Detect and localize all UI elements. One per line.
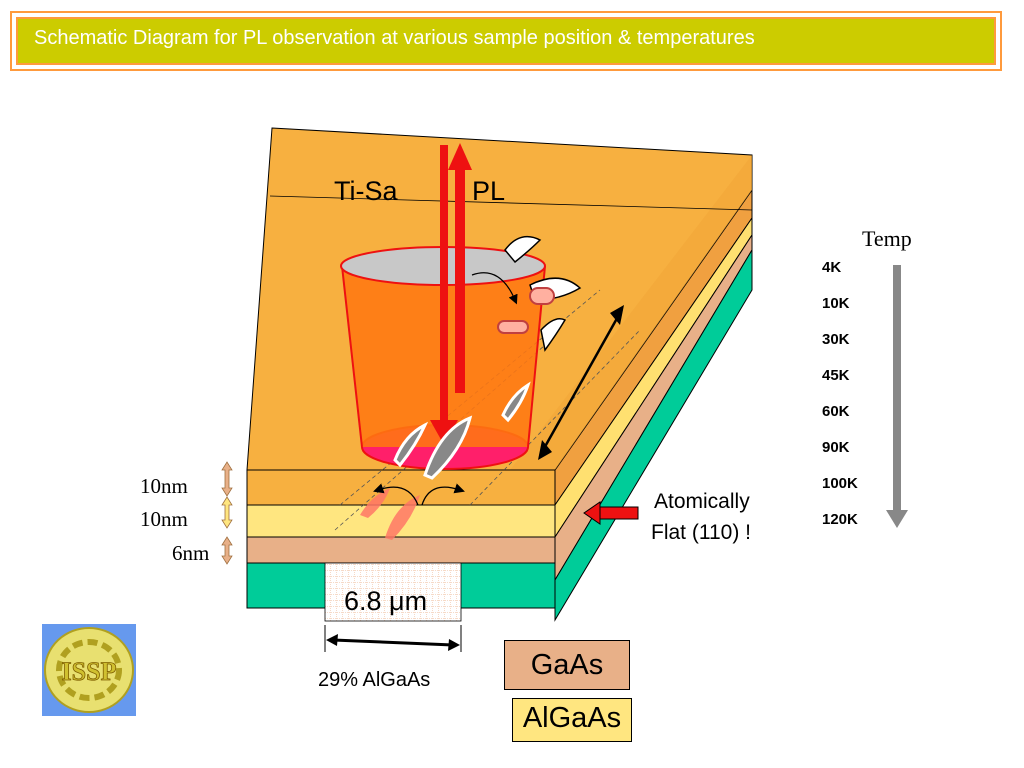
temp-value: 10K (822, 295, 850, 312)
temp-value: 30K (822, 331, 850, 348)
temp-value: 4K (822, 259, 841, 276)
legend-gaas-label: GaAs (530, 649, 604, 681)
front-gaas-layer (246, 536, 556, 564)
temp-heading: Temp (862, 226, 912, 251)
temperature-arrow (886, 265, 908, 528)
atomically-label-line1: Atomically (654, 490, 750, 513)
temp-value: 90K (822, 439, 850, 456)
temperature-list: 4K 10K 30K 45K 60K 90K 100K 120K (822, 259, 858, 528)
scan-direction-arrow (538, 305, 624, 460)
title-frame: Schematic Diagram for PL observation at … (10, 11, 1002, 71)
sample-block (246, 127, 753, 622)
logo-text: ISSP (62, 657, 117, 686)
legend-gaas: GaAs (504, 640, 630, 690)
temp-value: 120K (822, 511, 858, 528)
width-dimension-arrow (324, 625, 462, 652)
pl-arrow (448, 143, 472, 393)
scan-position-markers (393, 235, 582, 480)
temp-value: 45K (822, 367, 850, 384)
thickness-label-middle: 10nm (140, 507, 188, 531)
slide-title: Schematic Diagram for PL observation at … (34, 27, 755, 49)
title-banner: Schematic Diagram for PL observation at … (16, 17, 996, 65)
stripe-width-label: 6.8 μm (344, 586, 427, 616)
temp-value: 100K (822, 475, 858, 492)
algaas-window (324, 562, 462, 622)
substrate-composition-label: 29% AlGaAs (318, 669, 430, 691)
pl-label: PL (472, 176, 505, 206)
thickness-arrows (221, 461, 233, 565)
atomically-flat-arrow (583, 501, 639, 525)
issp-logo: ISSP (42, 624, 136, 716)
legend-algaas-label: AlGaAs (522, 702, 622, 734)
ti-sa-label: Ti-Sa (334, 176, 398, 206)
carrier-diffusion (360, 483, 465, 540)
thickness-label-top: 10nm (140, 474, 188, 498)
legend-algaas: AlGaAs (512, 698, 632, 742)
thickness-label-bottom: 6nm (172, 541, 209, 565)
laser-arrow (430, 145, 458, 445)
atomically-label-line2: Flat (110) ! (651, 521, 751, 544)
temp-value: 60K (822, 403, 850, 420)
